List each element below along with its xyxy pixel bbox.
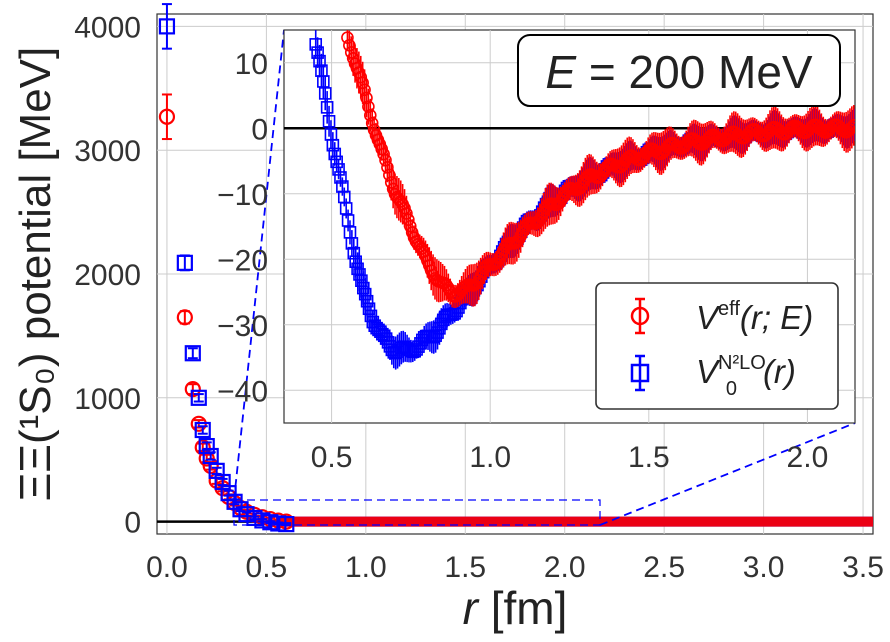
veff-tail-band (276, 516, 873, 527)
inset-data (284, 30, 855, 370)
data-point (184, 345, 201, 362)
inset-y-tick-label: −30 (217, 310, 268, 343)
main-tick-labels: 0.0 0.5 1.0 1.5 2.0 2.5 3.0 3.5 0 1000 2000 3000 400… (74, 11, 884, 584)
zoom-connector-right (599, 422, 856, 526)
inset-data-point (358, 83, 371, 97)
legend-entry-v0: VN²LO 0 (r) (630, 352, 796, 400)
inset-y-tick-label: −10 (217, 179, 268, 212)
inset-y-tick-label: 0 (251, 113, 268, 146)
inset-data-point (311, 46, 324, 59)
inset-data-point (341, 214, 355, 227)
data-point (278, 515, 295, 533)
main-x-tick-label: 2.0 (544, 551, 586, 584)
inset-data-point (360, 294, 374, 308)
inset-data-point (322, 114, 336, 128)
inset-data-point (328, 147, 342, 161)
inset-data-point (365, 116, 379, 130)
inset-data-point (355, 274, 368, 287)
inset-y-tick-label: −40 (217, 375, 268, 408)
main-x-tick-label: 1.0 (345, 551, 387, 584)
inset-data-point (326, 138, 340, 152)
inset-y-tick-label: 10 (235, 48, 268, 81)
inset-data-point (363, 109, 377, 122)
main-y-tick-label: 1000 (74, 383, 141, 416)
inset-data-point (402, 213, 415, 226)
inset-data-point (345, 237, 359, 250)
inset-data-point (356, 76, 369, 90)
svg-text:Veff(r; E): Veff(r; E) (696, 298, 813, 336)
inset-data-point (360, 91, 373, 105)
inset-data-point (845, 121, 855, 134)
data-point (194, 421, 211, 439)
data-point (158, 18, 176, 35)
data-point (176, 254, 193, 271)
main-tail-band (276, 516, 873, 527)
main-x-tick-label: 0.5 (246, 551, 288, 584)
inset-data-point (847, 119, 855, 132)
data-point (158, 108, 176, 125)
inset-data-point (358, 287, 372, 301)
legend-box (595, 282, 839, 410)
legend-entry-veff: Veff(r; E) (630, 297, 813, 336)
main-data (157, 3, 873, 533)
main-x-tick-label: 2.5 (643, 551, 685, 584)
inset-data-point (381, 161, 394, 174)
inset-x-tick-label: 1.5 (628, 441, 670, 474)
zoom-connector-left (233, 29, 285, 501)
inset-data-point (313, 54, 326, 68)
inset-x-tick-label: 1.0 (469, 441, 511, 474)
inset-data-point (400, 207, 413, 220)
y-axis-label: ΞΞ(¹S₀) potential [MeV] (11, 47, 60, 501)
inset-data-point (317, 75, 330, 88)
main-x-tick-label: 3.0 (743, 551, 785, 584)
inset-data-point (320, 101, 334, 114)
inset-data-point (354, 70, 368, 84)
inset-data-point (332, 163, 345, 176)
energy-annotation: E = 200 MeV (545, 46, 813, 98)
inset-data-point (334, 171, 347, 184)
inset-data-point (318, 87, 332, 100)
legend-marker-v0 (630, 363, 650, 383)
inset-x-tick-label: 0.5 (311, 441, 353, 474)
main-x-tick-label: 3.5 (842, 551, 884, 584)
inset-series-veff (341, 30, 855, 308)
data-point (190, 389, 207, 406)
inset-data-point (309, 38, 323, 51)
main-y-tick-label: 4000 (74, 11, 141, 44)
main-x-tick-label: 0.0 (146, 551, 188, 584)
inset-data-point (362, 100, 375, 113)
inset-data-point (330, 155, 343, 169)
inset-data-point (339, 202, 353, 215)
inset-data-point (362, 302, 376, 316)
zoom-region (233, 499, 601, 526)
x-axis-label: r [fm] (463, 582, 568, 634)
inset-data-point (349, 255, 362, 269)
inset-x-tick-label: 2.0 (787, 441, 829, 474)
legend-marker-veff (630, 306, 650, 326)
inset-data-point (347, 246, 361, 260)
main-y-tick-label: 3000 (74, 135, 141, 168)
inset-data-point (398, 201, 411, 215)
inset-data-point (843, 123, 855, 136)
inset-data-point (379, 153, 392, 167)
inset-y-tick-label: −20 (217, 244, 268, 277)
main-x-tick-label: 1.5 (444, 551, 486, 584)
inset-data-point (377, 147, 390, 161)
inset-data-point (341, 31, 354, 44)
inset-tick-labels: 0.5 1.0 1.5 2.0 10 0 −10 −20 −30 −40 (217, 48, 828, 474)
data-point (176, 309, 193, 326)
inset-data-point (403, 219, 417, 233)
main-y-tick-label: 2000 (74, 259, 141, 292)
main-y-tick-label: 0 (124, 507, 141, 540)
energy-annotation-box (517, 34, 841, 107)
